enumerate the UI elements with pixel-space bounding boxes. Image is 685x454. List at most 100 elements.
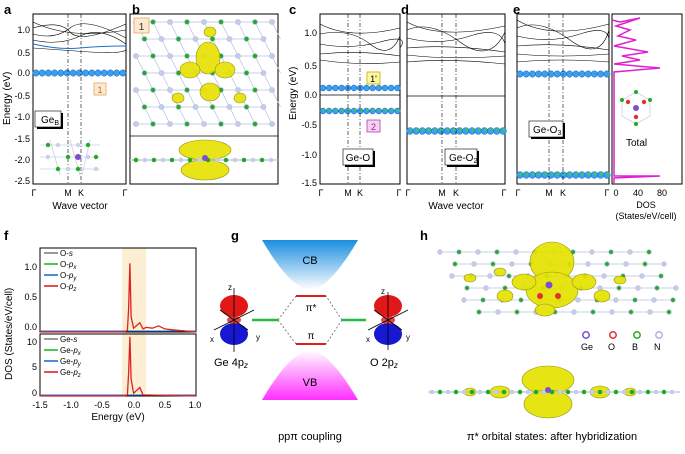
svg-text:-0.5: -0.5: [14, 91, 30, 101]
svg-text:x: x: [366, 335, 370, 344]
f-xtick-6: 1.0: [189, 400, 202, 410]
boron-atom: [150, 19, 156, 25]
panel-g-caption: ppπ coupling: [278, 431, 342, 443]
dots-e1-band: [516, 70, 611, 78]
ge-4pz-sub: z: [243, 361, 248, 370]
svg-text:1.0: 1.0: [304, 28, 317, 38]
panel-a-xlabel: Wave vector: [52, 201, 108, 212]
band-dot-overlay: [593, 172, 597, 176]
bond: [254, 55, 264, 74]
kpoint-a-3: K: [78, 188, 84, 198]
bond: [246, 72, 256, 91]
kpoint-e-3: K: [560, 188, 566, 198]
legend-entry: O-s: [60, 249, 73, 258]
band-dot-overlay: [353, 108, 357, 112]
panel-a-ylabel: Energy (eV): [2, 72, 13, 125]
ge-4pz-orbital: z x y: [210, 283, 260, 352]
kpoint-e-1: Γ: [516, 188, 521, 198]
panel-letter-a: a: [4, 2, 12, 17]
boron-atom: [476, 309, 482, 315]
boron-atom: [518, 297, 524, 303]
f-bot-ytick-2: 5: [32, 362, 37, 372]
band-dot-overlay: [496, 128, 500, 132]
legend-atom-n: [655, 331, 663, 339]
bond: [229, 106, 239, 125]
band-dot: [578, 70, 586, 78]
band-dot: [535, 70, 543, 78]
boron-atom: [243, 36, 250, 42]
ge-4pz-label: Ge 4p: [214, 357, 244, 369]
nitrogen-atom: [235, 19, 241, 25]
nitrogen-atom: [483, 285, 489, 291]
panel-b-side-chain: [133, 155, 274, 163]
chain-atom: [133, 157, 139, 163]
bond: [144, 38, 154, 57]
f-xtick-3: -0.5: [94, 400, 110, 410]
chain-atom: [629, 389, 635, 395]
band-dot-overlay: [434, 128, 438, 132]
chain-atom: [621, 389, 627, 395]
kpoint-a-1: Γ: [32, 188, 37, 198]
panel-d-bands: Ge-O2: [406, 13, 507, 185]
band-dot-overlay: [483, 128, 487, 132]
panel-e-dos-xlabel-2: (States/eV/cell): [615, 211, 676, 221]
boron-atom: [490, 261, 496, 267]
svg-text:y: y: [406, 333, 410, 342]
band-dot-overlay: [502, 128, 506, 132]
nitrogen-atom: [133, 87, 139, 93]
chain-atom: [160, 157, 166, 163]
panel-e-dos: Total 0 40 80 DOS (States/eV/cell): [611, 13, 683, 221]
boron-atom: [150, 87, 156, 93]
svg-text:Ge-O2: Ge-O2: [449, 153, 477, 165]
panel-a-bands: 1 GeB: [32, 13, 127, 185]
panel-letter-c: c: [289, 2, 296, 17]
band-dot-overlay: [587, 172, 591, 176]
band-dot: [319, 107, 327, 115]
boron-atom: [452, 261, 458, 267]
boron-atom: [590, 309, 596, 315]
band-dot: [350, 84, 358, 92]
bond: [144, 106, 154, 125]
band-dot: [584, 70, 592, 78]
legend-atom-b: [633, 331, 641, 339]
band-dot: [603, 70, 611, 78]
nitrogen-atom: [585, 261, 591, 267]
dots-a-band: [32, 69, 127, 77]
chain-atom: [196, 157, 202, 163]
panel-letter-b: b: [132, 2, 140, 17]
chain-atom: [151, 157, 157, 163]
svg-text:1.0: 1.0: [17, 25, 30, 35]
chain-atom: [645, 389, 651, 395]
nitrogen-atom: [167, 53, 173, 59]
chain-atom: [525, 389, 531, 395]
legend-atom-o: [609, 331, 617, 339]
chain-atom: [250, 157, 256, 163]
panel-e-dos-structure: [620, 90, 652, 126]
band-dot-overlay: [372, 108, 375, 112]
band-dot: [516, 70, 524, 78]
chain-atom: [445, 389, 451, 395]
bond: [178, 38, 188, 57]
pdos-top-plot: [40, 263, 197, 333]
nitrogen-atom: [571, 309, 577, 315]
boron-atom: [184, 121, 190, 127]
band-dot-overlay: [446, 128, 450, 132]
nitrogen-atom: [158, 70, 165, 76]
nitrogen-atom: [437, 249, 443, 255]
nitrogen-atom: [513, 249, 519, 255]
band-dot: [566, 70, 574, 78]
panel-letter-e: e: [513, 2, 520, 17]
series-Ge-pz: [40, 336, 197, 397]
o-2pz-sub: z: [393, 361, 398, 370]
svg-text:0.0: 0.0: [17, 68, 30, 78]
boron-atom: [502, 285, 508, 291]
f-top-ytick-2: 0.5: [24, 292, 37, 302]
chain-atom: [493, 389, 499, 395]
kpoint-d-3: K: [453, 188, 459, 198]
legend-atom-ge: [582, 331, 590, 339]
boron-atom: [243, 70, 250, 76]
boron-atom: [175, 104, 182, 110]
boron-atom: [243, 104, 250, 110]
chain-atom: [501, 389, 507, 395]
pdos-bot-plot: [40, 336, 197, 397]
